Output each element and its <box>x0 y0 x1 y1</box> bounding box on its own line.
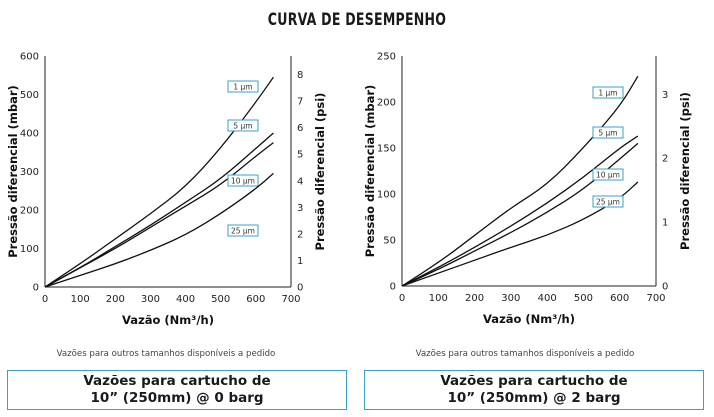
y2-tick-label: 0 <box>662 282 668 293</box>
series-label: 5 µm <box>227 119 259 132</box>
x-tick-label: 100 <box>429 293 448 304</box>
y-tick-label: 100 <box>20 244 39 255</box>
y-tick-label: 0 <box>390 282 396 293</box>
series-line <box>401 75 639 287</box>
x-tick-label: 0 <box>399 293 405 304</box>
series-line <box>401 142 639 287</box>
series-line <box>401 135 639 287</box>
availability-note-right: Vazões para outros tamanhos disponíveis … <box>415 349 635 359</box>
x-tick-label: 0 <box>42 294 48 305</box>
y-tick-label: 200 <box>377 98 396 109</box>
y2-tick-label: 4 <box>297 176 303 187</box>
y2-tick-label: 6 <box>297 123 303 134</box>
caption-line-2: 10” (250mm) @ 2 barg <box>447 390 621 406</box>
y-axis-label: Pressão diferencial (mbar) <box>6 85 20 258</box>
series-label-text: 25 µm <box>596 198 620 207</box>
y-tick-label: 300 <box>20 167 39 178</box>
series-label-text: 10 µm <box>596 171 620 180</box>
caption-line-2: 10” (250mm) @ 0 barg <box>90 390 264 406</box>
series-label-box <box>227 119 259 132</box>
y2-tick-label: 7 <box>297 97 303 108</box>
series-label-text: 1 µm <box>233 83 252 92</box>
x-axis-label: Vazão (Nm³/h) <box>483 312 575 326</box>
y2-tick-label: 3 <box>297 203 303 214</box>
series-label-box <box>227 174 259 187</box>
y-tick-label: 600 <box>20 52 39 63</box>
series-label: 5 µm <box>592 126 624 139</box>
y2-tick-label: 8 <box>297 70 303 81</box>
series-label-box <box>227 224 259 237</box>
series-label: 10 µm <box>592 168 624 181</box>
series-label-box <box>592 168 624 181</box>
series-label-box <box>227 80 259 93</box>
x-tick-label: 400 <box>176 294 195 305</box>
series-label-text: 25 µm <box>231 227 255 236</box>
x-tick-label: 500 <box>211 294 230 305</box>
x-tick-label: 200 <box>106 294 125 305</box>
x-tick-label: 300 <box>141 294 160 305</box>
y2-tick-label: 0 <box>297 283 303 294</box>
x-tick-label: 600 <box>246 294 265 305</box>
series-label-box <box>592 126 624 139</box>
series-label-text: 1 µm <box>598 89 617 98</box>
y2-tick-label: 3 <box>662 90 668 101</box>
y-axis-label: Pressão diferencial (mbar) <box>363 85 377 258</box>
caption-box-0-barg: Vazões para cartucho de 10” (250mm) @ 0 … <box>7 370 347 410</box>
y2-tick-label: 5 <box>297 150 303 161</box>
series-label: 25 µm <box>592 195 624 208</box>
x-axis-label: Vazão (Nm³/h) <box>122 313 214 327</box>
y2-tick-label: 1 <box>297 256 303 267</box>
caption-box-2-barg: Vazões para cartucho de 10” (250mm) @ 2 … <box>364 370 704 410</box>
chart-1-bar-0-bar: 0 100 200 300 400 500 600 700050100150200250012… <box>363 52 692 327</box>
series-label: 1 µm <box>592 86 624 99</box>
availability-note-left: Vazões para outros tamanhos disponíveis … <box>56 349 276 359</box>
y-tick-label: 250 <box>377 52 396 63</box>
y-tick-label: 100 <box>377 190 396 201</box>
y-tick-label: 0 <box>33 283 39 294</box>
y2-tick-label: 2 <box>662 154 668 165</box>
x-tick-label: 300 <box>501 293 520 304</box>
y-tick-label: 500 <box>20 90 39 101</box>
chart-0-bar-0-bar: 0 100 200 300 400 500 600 700010020030040050060… <box>6 52 327 328</box>
y-tick-label: 400 <box>20 129 39 140</box>
x-tick-label: 400 <box>538 293 557 304</box>
caption-line-1: Vazões para cartucho de <box>83 373 271 389</box>
y-tick-label: 150 <box>377 144 396 155</box>
series-label-box <box>592 195 624 208</box>
series-label-text: 10 µm <box>231 177 255 186</box>
x-tick-label: 100 <box>71 294 90 305</box>
series-line <box>44 132 274 288</box>
y-tick-label: 50 <box>383 236 396 247</box>
series-line <box>44 172 274 288</box>
series-label-box <box>592 86 624 99</box>
series-line <box>44 142 274 288</box>
x-tick-label: 700 <box>281 294 300 305</box>
series-line <box>401 181 639 287</box>
x-tick-label: 600 <box>610 293 629 304</box>
y2-axis-label: Pressão diferencial (psi) <box>313 93 327 251</box>
series-label: 25 µm <box>227 224 259 237</box>
series-label: 1 µm <box>227 80 259 93</box>
series-label: 10 µm <box>227 174 259 187</box>
page-title: CURVA DE DESEMPENHO <box>267 10 447 30</box>
y-tick-label: 200 <box>20 206 39 217</box>
x-tick-label: 200 <box>465 293 484 304</box>
series-label-text: 5 µm <box>598 129 617 138</box>
x-tick-label: 500 <box>574 293 593 304</box>
series-label-text: 5 µm <box>233 122 252 131</box>
x-tick-label: 700 <box>646 293 665 304</box>
y2-axis-label: Pressão diferencial (psi) <box>678 92 692 250</box>
y2-tick-label: 1 <box>662 218 668 229</box>
caption-line-1: Vazões para cartucho de <box>440 373 628 389</box>
y2-tick-label: 2 <box>297 229 303 240</box>
